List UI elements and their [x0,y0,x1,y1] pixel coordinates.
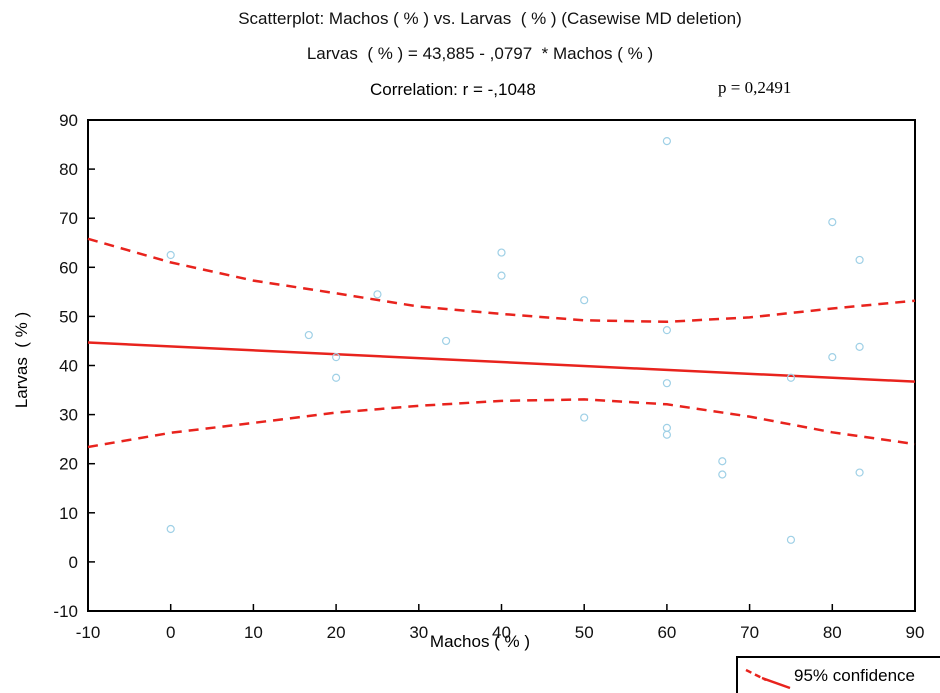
y-tick-label: 70 [59,209,78,228]
plot-frame [87,119,916,612]
p-value-label: p = 0,2491 [718,78,792,97]
data-point [373,290,382,299]
data-point [497,271,506,280]
data-point [662,430,672,439]
data-point [304,330,313,340]
data-point [855,468,864,477]
data-point [718,457,727,466]
y-tick-label: 60 [59,258,78,277]
data-point [332,353,341,362]
confidence-band-upper [87,237,916,324]
y-tick-label: 20 [59,455,78,474]
data-point [718,470,727,479]
correlation-label: Correlation: r = -,1048 [370,80,536,99]
x-tick-label: 10 [244,623,263,640]
chart-title: Scatterplot: Machos ( % ) vs. Larvas ( %… [238,9,742,28]
data-point [166,250,175,260]
data-point [580,296,589,305]
y-tick-label: -10 [53,602,78,621]
data-point [166,524,175,534]
data-point [662,326,672,335]
x-tick-label: 0 [166,623,175,640]
data-point [580,413,589,422]
data-point [497,248,506,257]
x-tick-label: 40 [492,623,511,640]
regression-equation: Larvas ( % ) = 43,885 - ,0797 * Machos (… [306,44,654,63]
y-tick-label: 50 [59,307,78,326]
y-tick-label: 30 [59,406,78,425]
data-point [855,342,864,351]
y-tick-label: 90 [59,111,78,130]
data-point [662,137,672,146]
y-tick-label: 80 [59,160,78,179]
x-tick-label: -10 [76,623,101,640]
data-point [332,373,341,382]
data-point [855,255,864,265]
legend: 95% confidence [736,656,940,693]
y-tick-label: 0 [69,553,78,572]
legend-line-icon [745,668,791,690]
x-tick-label: 60 [657,623,676,640]
data-point [441,336,451,346]
data-point [662,423,672,432]
data-point [786,535,796,544]
data-point [828,218,837,227]
legend-label: 95% confidence [794,666,915,685]
data-point [662,379,672,388]
data-point [786,373,796,382]
y-tick-label: 10 [59,504,78,523]
x-tick-label: 30 [409,623,428,640]
x-axis-label: Machos ( % ) [429,632,531,651]
data-point [828,353,837,362]
x-tick-label: 70 [740,623,759,640]
x-tick-label: 90 [906,623,925,640]
scatter-plot: -10 0 10 20 30 40 50 60 70 80 90 -10 0 10 20 30 40 50 60 70… [53,111,925,640]
regression-line [87,341,916,383]
x-tick-label: 80 [823,623,842,640]
x-tick-label: 50 [575,623,594,640]
x-tick-label: 20 [327,623,346,640]
confidence-band-lower [87,398,916,449]
y-tick-label: 40 [59,357,78,376]
